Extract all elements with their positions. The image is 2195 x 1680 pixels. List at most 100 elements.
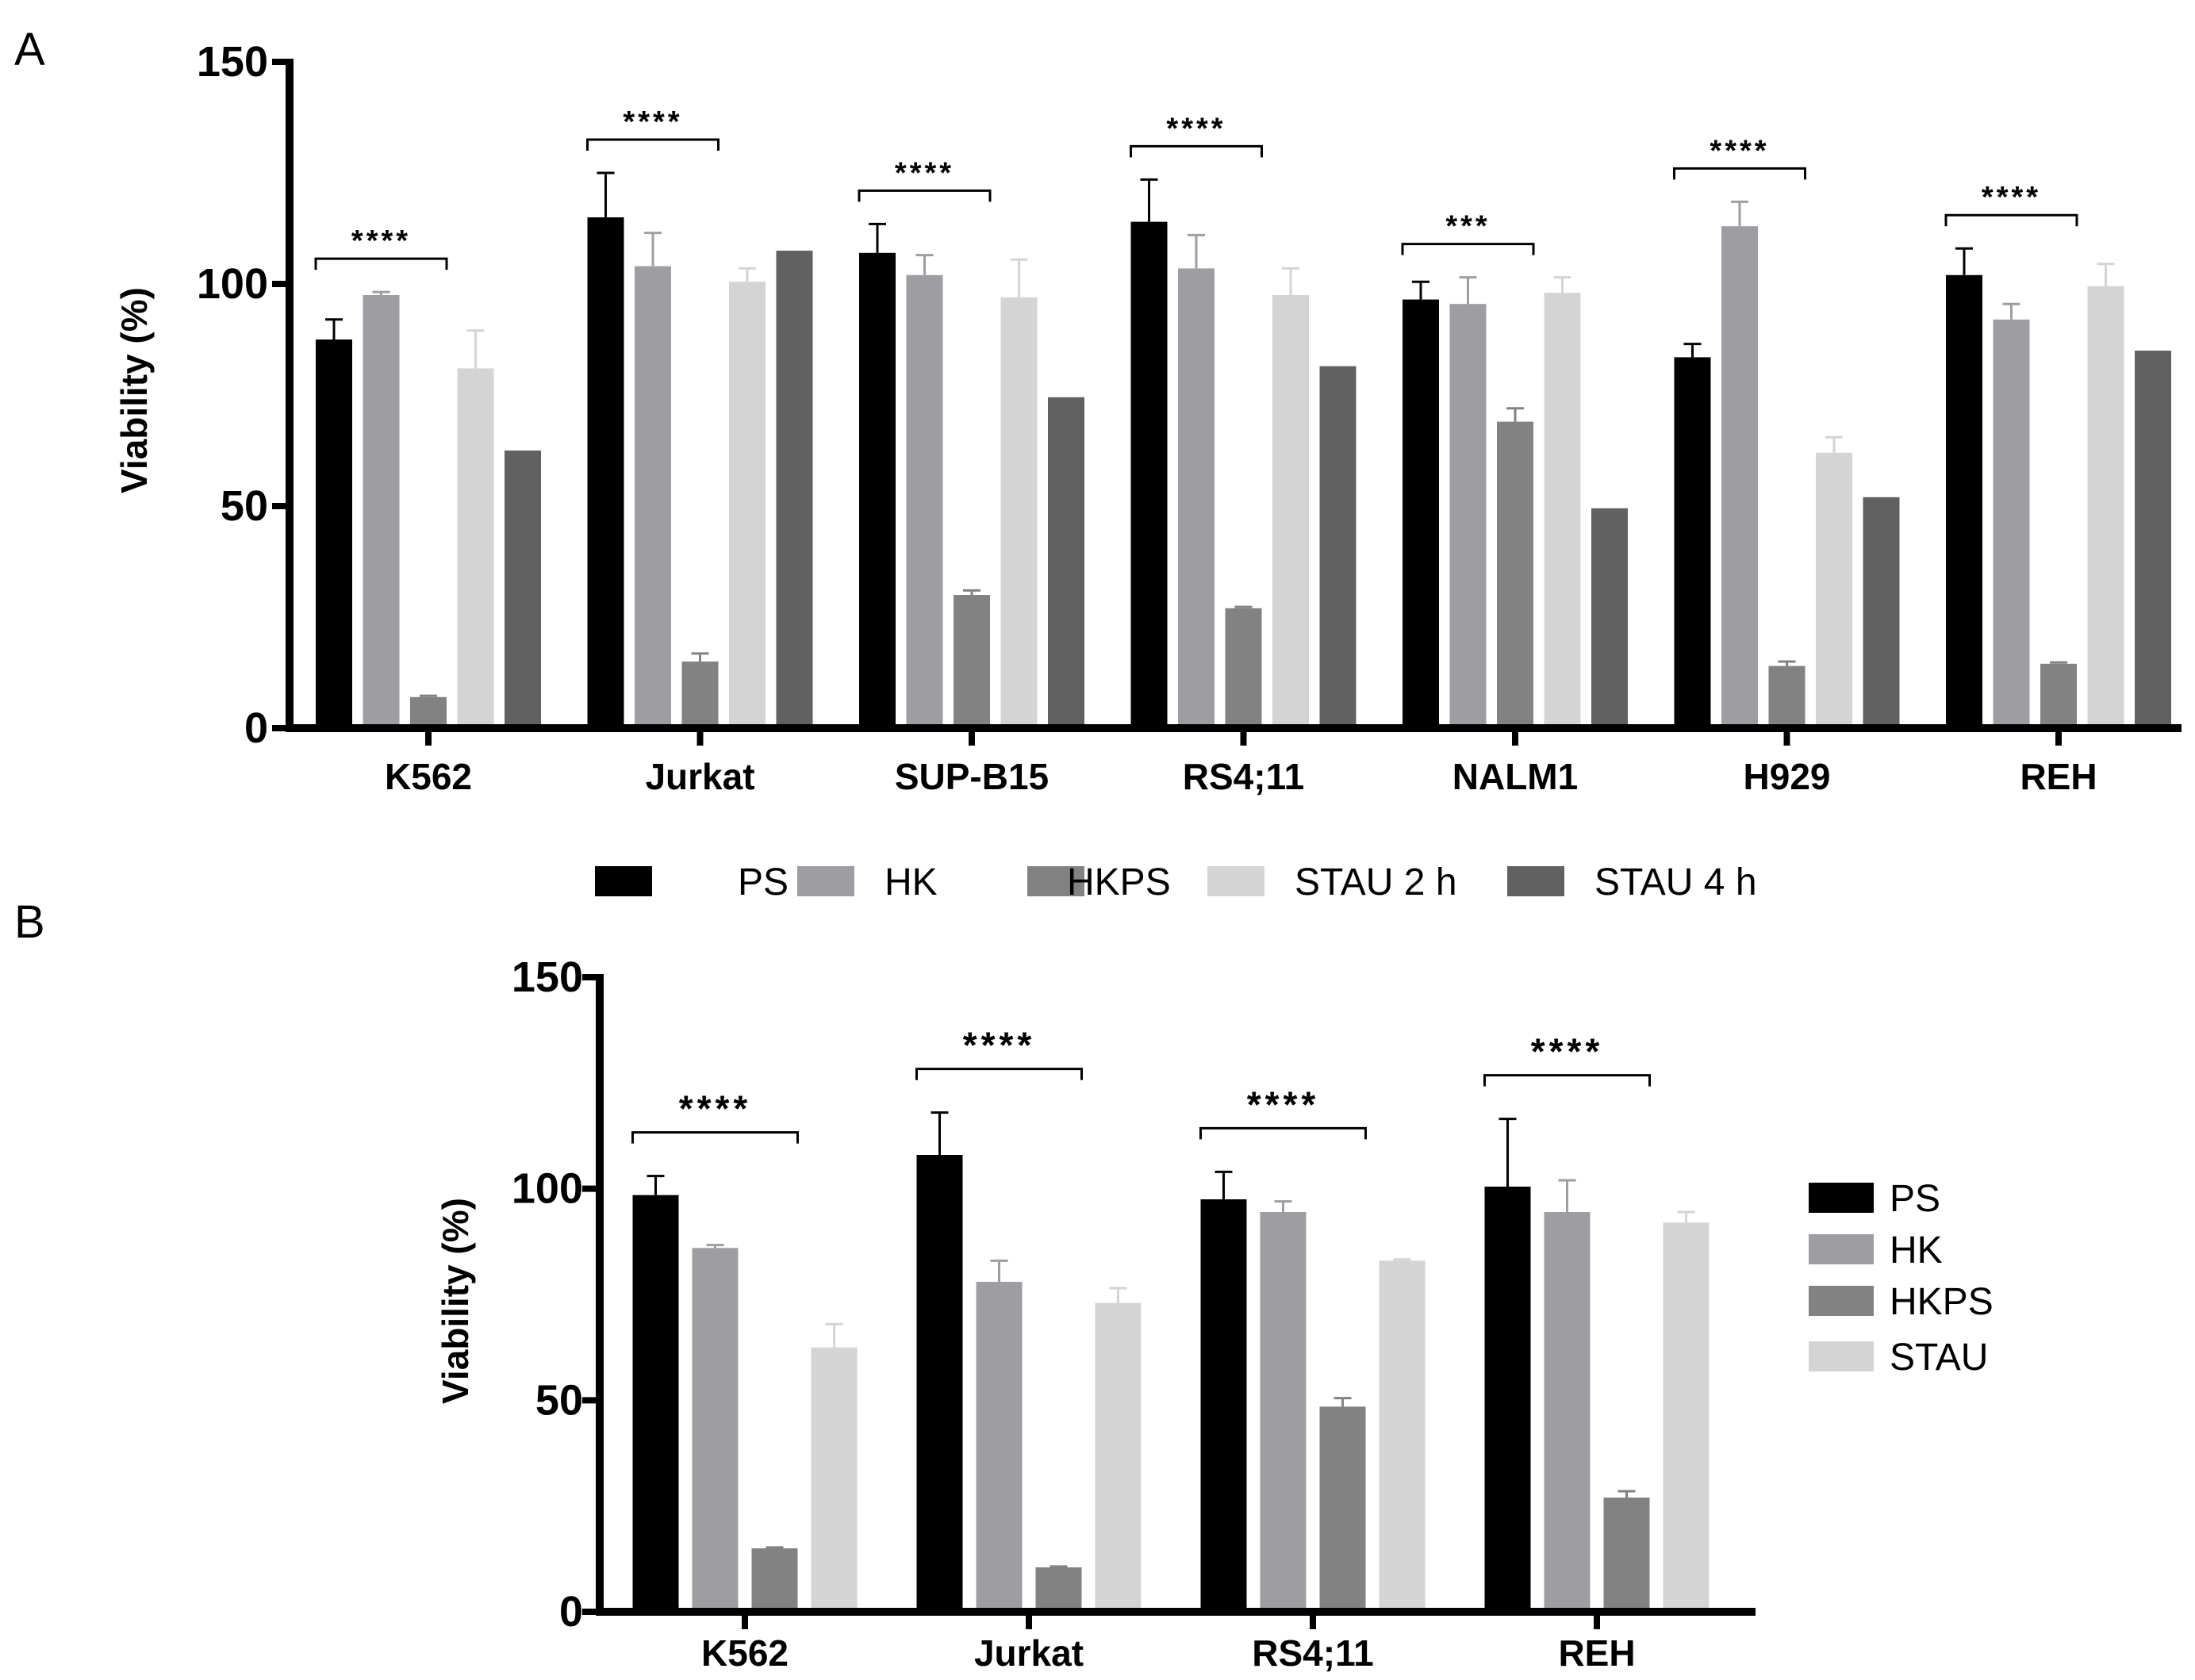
bar-ps xyxy=(316,339,352,728)
bar-hkps xyxy=(1497,422,1533,728)
bar-ps xyxy=(1485,1187,1531,1612)
bar-ps xyxy=(917,1155,963,1612)
y-tick-label: 150 xyxy=(512,953,583,1001)
legend-swatch xyxy=(1809,1286,1874,1316)
bar-hk xyxy=(907,275,943,728)
legend-label: HKPS xyxy=(1890,1281,1994,1323)
significance-label: **** xyxy=(351,224,411,258)
bar-stau-2-h xyxy=(458,368,494,728)
bar-stau-4-h xyxy=(2135,351,2171,728)
bar-stau xyxy=(812,1348,858,1612)
bar-ps xyxy=(1403,300,1439,728)
legend-label: PS xyxy=(738,861,789,903)
significance-bracket xyxy=(917,1069,1082,1080)
significance-bracket xyxy=(316,259,447,270)
bar-hk xyxy=(363,295,400,728)
x-tick-label: K562 xyxy=(701,1632,789,1674)
significance-bracket xyxy=(1946,215,2077,226)
bar-hkps xyxy=(1226,608,1262,728)
bar-stau-2-h xyxy=(2088,286,2124,728)
x-tick-label: K562 xyxy=(385,756,472,797)
bar-ps xyxy=(1675,357,1711,728)
panel-letter-b: B xyxy=(14,896,45,948)
legend-label: PS xyxy=(1890,1178,1940,1220)
significance-label: **** xyxy=(1982,181,2041,214)
y-tick-label: 100 xyxy=(197,260,268,308)
legend-swatch xyxy=(1809,1234,1874,1264)
bar-stau-2-h xyxy=(1272,295,1309,728)
significance-bracket xyxy=(1485,1076,1650,1087)
bar-hkps xyxy=(752,1548,798,1612)
bar-hk xyxy=(693,1248,739,1612)
bar-ps xyxy=(1201,1199,1247,1612)
significance-label: **** xyxy=(623,105,682,139)
bar-hk xyxy=(1261,1212,1307,1612)
x-tick-label: REH xyxy=(1558,1632,1635,1674)
bar-hkps xyxy=(682,662,719,728)
chart-panel-a: Viability (%) **** K562 **** Jurkat **** SUP-… xyxy=(113,38,2182,903)
bar-stau-2-h xyxy=(1001,297,1038,728)
legend-swatch xyxy=(1809,1341,1874,1371)
bar-hk xyxy=(1450,304,1487,728)
bar-ps xyxy=(859,253,896,728)
bar-stau-4-h xyxy=(1591,508,1628,728)
bar-stau xyxy=(1096,1303,1142,1612)
legend-label: STAU xyxy=(1890,1337,1988,1379)
chart-panel-b: Viability (%) **** K562 **** Jurkat **** RS4;… xyxy=(435,953,1994,1674)
legend-label: STAU 4 h xyxy=(1594,861,1757,903)
significance-label: **** xyxy=(963,1025,1036,1066)
significance-label: **** xyxy=(679,1088,752,1130)
y-tick-label: 50 xyxy=(535,1376,583,1424)
legend-label: HKPS xyxy=(1067,861,1171,903)
bar-hkps xyxy=(2040,664,2077,728)
legend-swatch xyxy=(595,866,652,896)
x-tick-label: REH xyxy=(2020,756,2097,797)
y-tick-label: 0 xyxy=(559,1588,583,1636)
y-tick-label: 50 xyxy=(221,482,268,530)
bar-hk xyxy=(977,1282,1023,1612)
significance-label: **** xyxy=(1531,1031,1604,1072)
bar-hk xyxy=(1178,268,1215,728)
figure: A B Viability (%) ****K562****Jurkat****… xyxy=(0,0,2195,1680)
y-axis-title: Viability (%) xyxy=(113,287,155,493)
legend-swatch xyxy=(1809,1183,1874,1213)
bar-stau-4-h xyxy=(1863,497,1900,728)
x-tick-label: Jurkat xyxy=(974,1632,1084,1674)
bar-ps xyxy=(588,217,624,728)
x-tick-label: Jurkat xyxy=(645,756,754,797)
bar-hkps xyxy=(1604,1498,1650,1612)
x-tick-label: SUP-B15 xyxy=(895,756,1049,797)
bar-hkps xyxy=(954,595,990,728)
bar-stau-4-h xyxy=(777,251,813,728)
significance-bracket xyxy=(588,140,719,151)
bar-hk xyxy=(1545,1212,1591,1612)
bar-stau-2-h xyxy=(1816,453,1852,728)
legend-label: HK xyxy=(885,861,938,903)
bar-ps xyxy=(1131,222,1168,728)
significance-label: **** xyxy=(1166,112,1226,145)
significance-bracket xyxy=(1131,146,1262,157)
significance-label: **** xyxy=(1247,1084,1320,1125)
y-axis-title: Viability (%) xyxy=(435,1198,476,1404)
bar-stau-2-h xyxy=(1545,293,1581,728)
legend-swatch xyxy=(1207,866,1264,896)
panel-letter-a: A xyxy=(14,24,45,75)
legend-label: STAU 2 h xyxy=(1295,861,1457,903)
y-tick-label: 100 xyxy=(512,1165,583,1213)
significance-bracket xyxy=(1675,168,1806,179)
bar-hkps xyxy=(1036,1567,1082,1612)
bar-hk xyxy=(1721,226,1758,728)
bar-stau-2-h xyxy=(729,282,766,728)
bar-hkps xyxy=(1769,666,1806,728)
bar-ps xyxy=(1946,275,1982,728)
x-tick-label: RS4;11 xyxy=(1183,756,1304,797)
bar-stau xyxy=(1380,1260,1426,1612)
significance-label: *** xyxy=(1445,210,1490,244)
legend-label: HK xyxy=(1890,1229,1943,1272)
bar-ps xyxy=(633,1195,679,1612)
x-tick-label: H929 xyxy=(1744,756,1831,797)
significance-bracket xyxy=(1201,1128,1366,1139)
bar-hkps xyxy=(410,697,447,728)
bar-hkps xyxy=(1320,1406,1366,1612)
significance-bracket xyxy=(633,1133,798,1144)
